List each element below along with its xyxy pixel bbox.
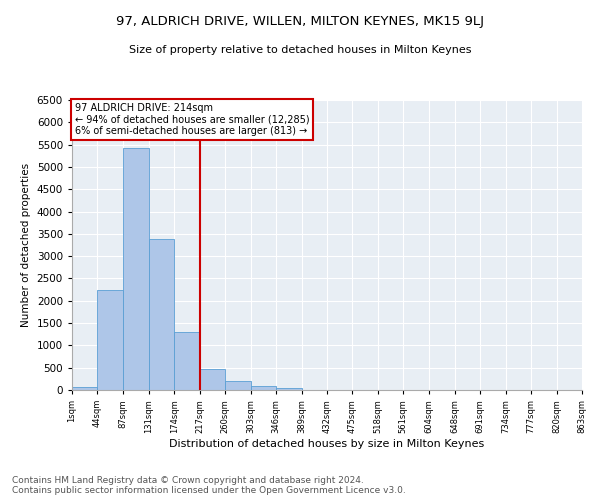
X-axis label: Distribution of detached houses by size in Milton Keynes: Distribution of detached houses by size … [169,438,485,448]
Bar [123,148,149,390]
Bar [175,332,200,390]
Text: 97 ALDRICH DRIVE: 214sqm
← 94% of detached houses are smaller (12,285)
6% of sem: 97 ALDRICH DRIVE: 214sqm ← 94% of detach… [74,103,309,136]
Bar [200,368,225,390]
Y-axis label: Number of detached properties: Number of detached properties [21,163,31,327]
Text: Size of property relative to detached houses in Milton Keynes: Size of property relative to detached ho… [129,45,471,55]
Bar [276,388,302,390]
Bar [251,386,276,390]
Bar [149,239,175,390]
Bar [72,386,97,390]
Bar [97,290,123,390]
Text: Contains HM Land Registry data © Crown copyright and database right 2024.
Contai: Contains HM Land Registry data © Crown c… [12,476,406,495]
Text: 97, ALDRICH DRIVE, WILLEN, MILTON KEYNES, MK15 9LJ: 97, ALDRICH DRIVE, WILLEN, MILTON KEYNES… [116,15,484,28]
Bar [225,380,251,390]
